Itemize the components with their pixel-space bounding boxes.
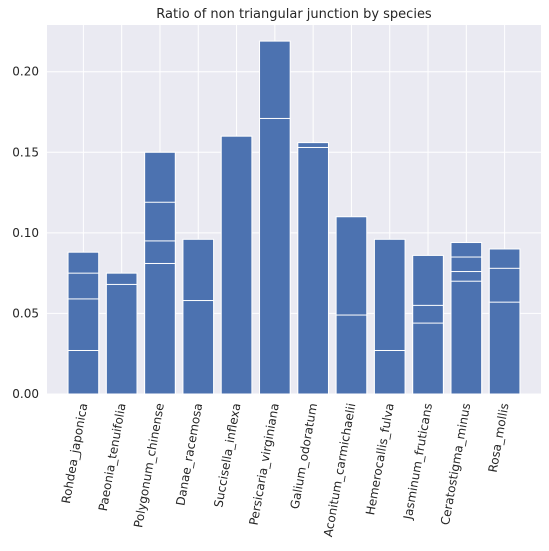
- bar: [105, 283, 138, 395]
- bar: [67, 349, 100, 395]
- x-tick-label: Aconitum_carmichaelii: [321, 402, 358, 538]
- bar: [144, 262, 176, 395]
- y-tick-label: 0.00: [12, 387, 39, 401]
- bar: [182, 300, 215, 395]
- x-tick-label: Danae_racemosa: [173, 402, 205, 507]
- y-tick-label: 0.05: [12, 306, 39, 320]
- x-tick-label: Polygonum_chinense: [131, 402, 167, 529]
- bar: [450, 280, 483, 395]
- bar: [335, 314, 368, 395]
- bar: [373, 349, 406, 395]
- y-tick-label: 0.15: [12, 145, 39, 159]
- x-tick-label: Ceratostigma_minus: [438, 402, 473, 526]
- x-tick-label: Jasminum_fruticans: [401, 402, 435, 521]
- x-tick-label: Hemerocallis_fulva: [363, 402, 396, 516]
- chart-title: Ratio of non triangular junction by spec…: [156, 7, 432, 22]
- x-tick-label: Succisella_inflexa: [211, 402, 243, 508]
- bar: [297, 146, 329, 395]
- bar: [259, 117, 291, 395]
- y-tick-label: 0.10: [12, 226, 39, 240]
- bar: [412, 322, 444, 395]
- bar: [220, 135, 253, 395]
- x-tick-label: Galium_odoratum: [288, 402, 320, 510]
- bar: [488, 301, 521, 395]
- x-tick-label: Paeonia_tenuifolia: [96, 402, 129, 512]
- x-tick-label: Persicaria_virginiana: [247, 402, 282, 526]
- x-tick-label: Rohdea_japonica: [59, 402, 90, 505]
- y-tick-label: 0.20: [12, 65, 39, 79]
- x-tick-label: Rosa_mollis: [486, 402, 512, 473]
